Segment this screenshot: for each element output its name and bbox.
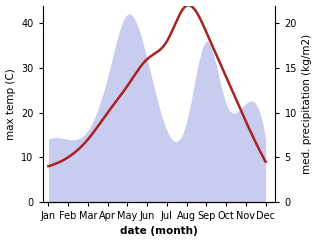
X-axis label: date (month): date (month) [120, 227, 198, 236]
Y-axis label: max temp (C): max temp (C) [5, 68, 16, 140]
Y-axis label: med. precipitation (kg/m2): med. precipitation (kg/m2) [302, 34, 313, 174]
